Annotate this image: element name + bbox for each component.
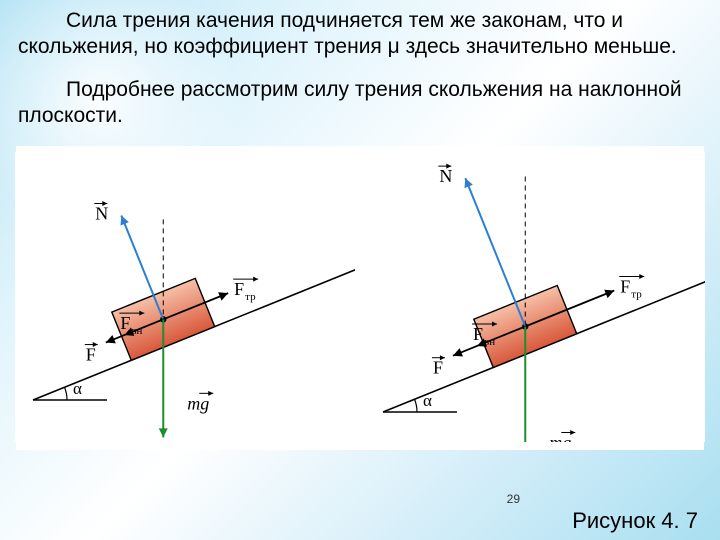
svg-text:mg: mg xyxy=(549,433,571,443)
svg-text:N: N xyxy=(439,167,452,187)
diagram-row: αNFтрFFвнmg αNFтрFFвнmg xyxy=(16,146,704,450)
paragraph-1: Сила трения качения подчиняется тем же з… xyxy=(18,8,702,59)
incline-diagram-right: αNFтрFFвнmg xyxy=(365,152,705,442)
svg-text:α: α xyxy=(423,391,432,410)
page-number: 29 xyxy=(507,492,520,506)
incline-diagram-left: αNFтрFFвнmg xyxy=(15,152,355,442)
svg-text:N: N xyxy=(95,204,108,224)
svg-text:вн: вн xyxy=(131,326,142,338)
slide-content: Сила трения качения подчиняется тем же з… xyxy=(0,0,720,450)
svg-text:F: F xyxy=(473,324,483,344)
svg-text:F: F xyxy=(234,280,244,300)
svg-text:α: α xyxy=(73,379,82,398)
svg-text:вн: вн xyxy=(484,336,495,348)
svg-text:F: F xyxy=(86,345,96,365)
svg-text:F: F xyxy=(620,277,630,297)
svg-text:тр: тр xyxy=(631,289,642,301)
svg-text:mg: mg xyxy=(187,394,209,414)
svg-text:тр: тр xyxy=(245,292,256,304)
diagram-left: αNFтрFFвнmg xyxy=(15,152,355,442)
paragraph-2: Подробнее рассмотрим силу трения скольже… xyxy=(18,77,702,128)
diagram-right: αNFтрFFвнmg xyxy=(365,152,705,442)
svg-text:F: F xyxy=(120,314,130,334)
figure-caption: Рисунок 4. 7 xyxy=(572,508,698,534)
svg-text:F: F xyxy=(433,358,443,378)
